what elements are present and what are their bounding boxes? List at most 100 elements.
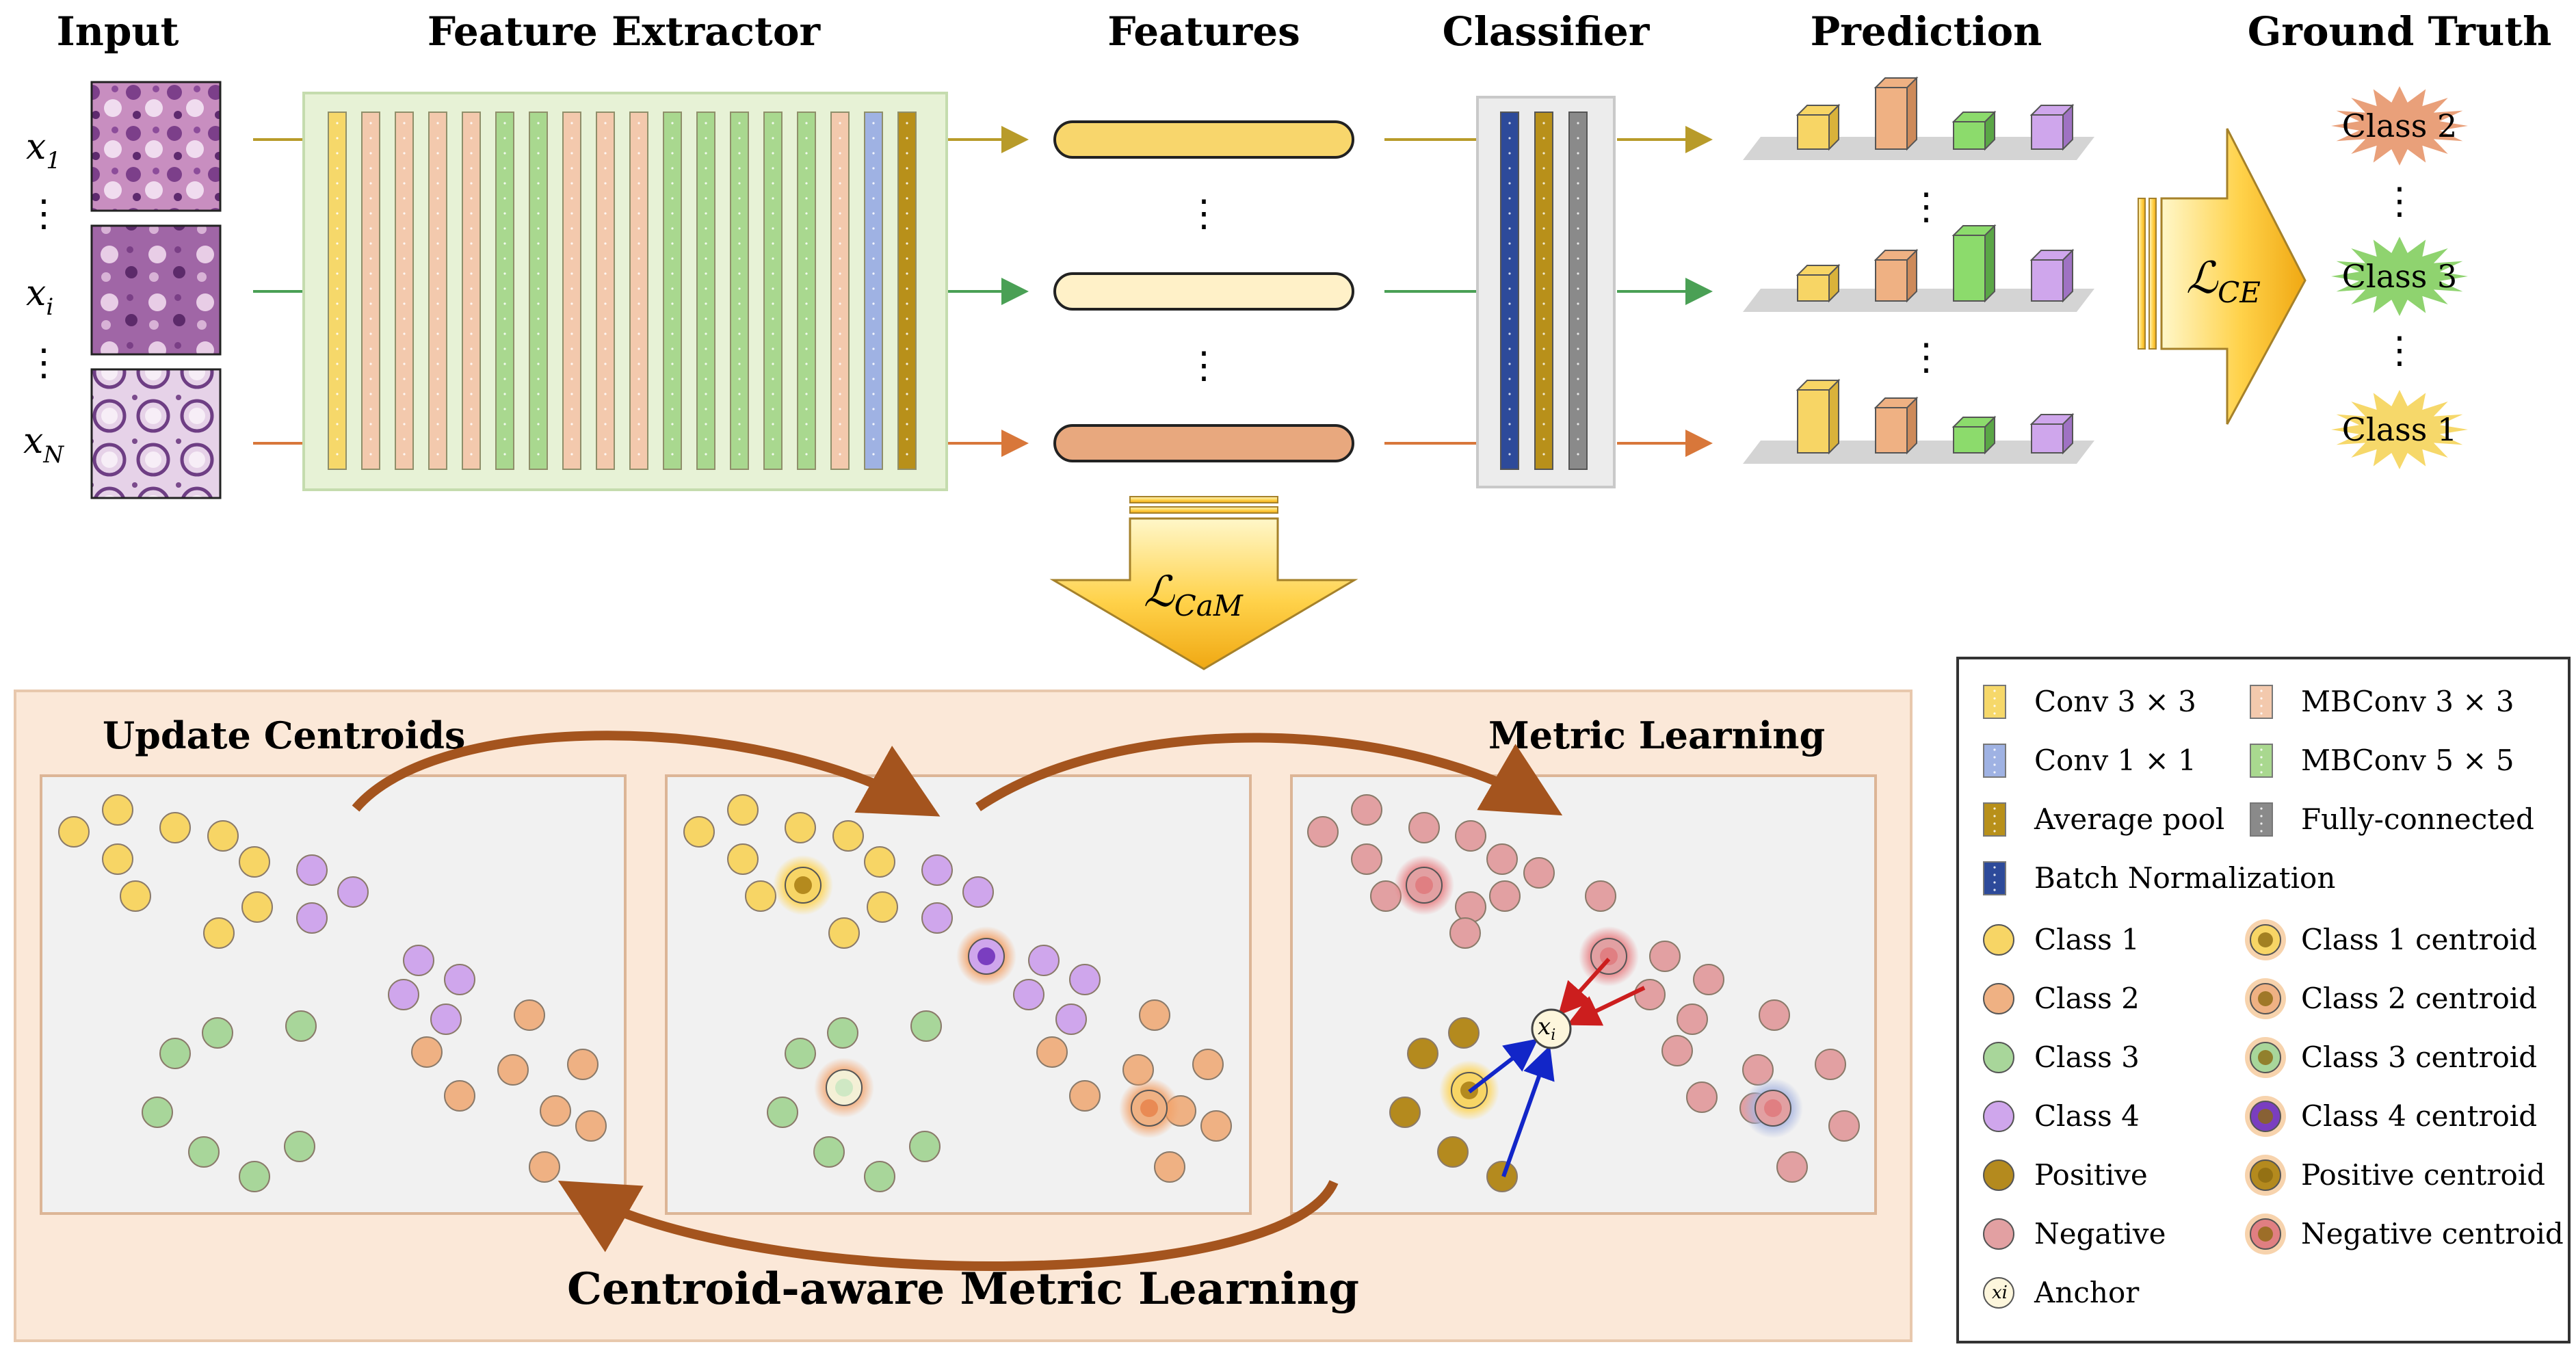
layer-dot (839, 347, 841, 350)
layer-dot (436, 287, 439, 290)
layer-dot (638, 363, 640, 365)
layer-dot (772, 287, 774, 290)
mbconv5x5-layer (663, 112, 682, 470)
layer-dot (805, 363, 808, 365)
layer-dot (906, 287, 908, 290)
layer-dot (570, 197, 573, 200)
data-point (1437, 1136, 1469, 1168)
data-point (1486, 1161, 1518, 1192)
layer-dot (906, 438, 908, 441)
layer-dot (604, 257, 607, 260)
layer-dot (436, 317, 439, 320)
layer-dot (738, 408, 741, 410)
layer-dot (671, 152, 674, 155)
legend-centroid-core (2258, 1168, 2273, 1183)
layer-dot (872, 347, 875, 350)
legend-centroid-core (2258, 1227, 2273, 1242)
layer-dot (1508, 423, 1511, 425)
layer-dot (403, 287, 406, 290)
layer-dot (872, 272, 875, 275)
batchnorm-layer (1500, 112, 1519, 470)
prediction-bar-top (2029, 105, 2075, 116)
layer-dot (872, 438, 875, 441)
layer-dot (570, 423, 573, 425)
data-point (1351, 843, 1382, 875)
layer-dot (772, 393, 774, 395)
metric-learning-panel: Update Centroids Metric Learning Centroi… (14, 690, 1913, 1342)
layer-dot (470, 317, 473, 320)
curve-arrow-update (352, 731, 941, 817)
layer-dot (503, 287, 506, 290)
prediction-bar-top (1874, 397, 1919, 408)
data-point (1192, 1049, 1224, 1080)
legend-point (1983, 1101, 2014, 1132)
loss-ce-arrow: ℒCE (2138, 128, 2306, 425)
layer-dot (604, 137, 607, 140)
layer-dot (1577, 137, 1579, 140)
layer-dot (436, 393, 439, 395)
scatter-panel-3 (1290, 774, 1877, 1215)
data-point (444, 1080, 475, 1112)
ground-truth-star (2331, 390, 2468, 469)
layer-dot (1508, 212, 1511, 215)
legend-swatch-dot (1993, 763, 1996, 766)
layer-dot (369, 122, 372, 124)
layer-dot (436, 167, 439, 170)
layer-dot (470, 302, 473, 305)
avgpool-layer (1534, 112, 1553, 470)
layer-dot (1577, 197, 1579, 200)
legend-label: Class 3 (2034, 1040, 2140, 1074)
layer-dot (1508, 317, 1511, 320)
layer-dot (403, 212, 406, 215)
layer-dot (470, 453, 473, 456)
layer-dot (470, 242, 473, 245)
layer-dot (336, 242, 339, 245)
legend-swatch-dot (1993, 807, 1996, 810)
layer-dot (772, 408, 774, 410)
layer-dot (470, 227, 473, 230)
layer-dot (872, 302, 875, 305)
layer-dot (570, 332, 573, 335)
layer-dot (537, 227, 540, 230)
legend-centroid-core (2258, 932, 2273, 947)
layer-dot (906, 152, 908, 155)
layer-dot (369, 453, 372, 456)
loss-cam-arrow: ℒCaM (1049, 496, 1358, 670)
data-point (1455, 891, 1486, 923)
layer-dot (805, 182, 808, 185)
layer-dot (805, 302, 808, 305)
layer-dot (604, 438, 607, 441)
layer-dot (537, 167, 540, 170)
header-features: Features (1107, 8, 1300, 55)
data-point (864, 1161, 895, 1192)
legend-swatch-dot (2260, 712, 2263, 715)
layer-dot (570, 378, 573, 380)
data-point (1486, 843, 1518, 875)
layer-dot (705, 272, 707, 275)
feature-vector-2 (1053, 272, 1354, 311)
conv1x1-layer (864, 112, 883, 470)
layer-dot (738, 423, 741, 425)
layer-dot (604, 167, 607, 170)
prediction-bar (2031, 259, 2064, 302)
legend-label: Class 3 centroid (2301, 1040, 2537, 1074)
vertical-ellipsis: ⋮ (1908, 185, 1945, 228)
layer-dot (772, 302, 774, 305)
legend: Conv 3 × 3 MBConv 3 × 3 Conv 1 × 1 MBConv 5… (1956, 657, 2571, 1343)
layer-dot (705, 122, 707, 124)
layer-dot (772, 137, 774, 140)
layer-dot (705, 197, 707, 200)
mbconv3x3-layer (395, 112, 414, 470)
layer-dot (638, 272, 640, 275)
layer-dot (805, 122, 808, 124)
loss-ce-label: ℒCE (2186, 253, 2261, 309)
input-image-3 (90, 368, 222, 499)
data-point (785, 1038, 816, 1069)
header-classifier: Classifier (1443, 8, 1651, 55)
legend-swatch-dot (1993, 881, 1996, 884)
layer-dot (906, 453, 908, 456)
data-point (1585, 880, 1616, 912)
centroid-core (977, 947, 995, 965)
layer-dot (336, 167, 339, 170)
layer-dot (772, 317, 774, 320)
